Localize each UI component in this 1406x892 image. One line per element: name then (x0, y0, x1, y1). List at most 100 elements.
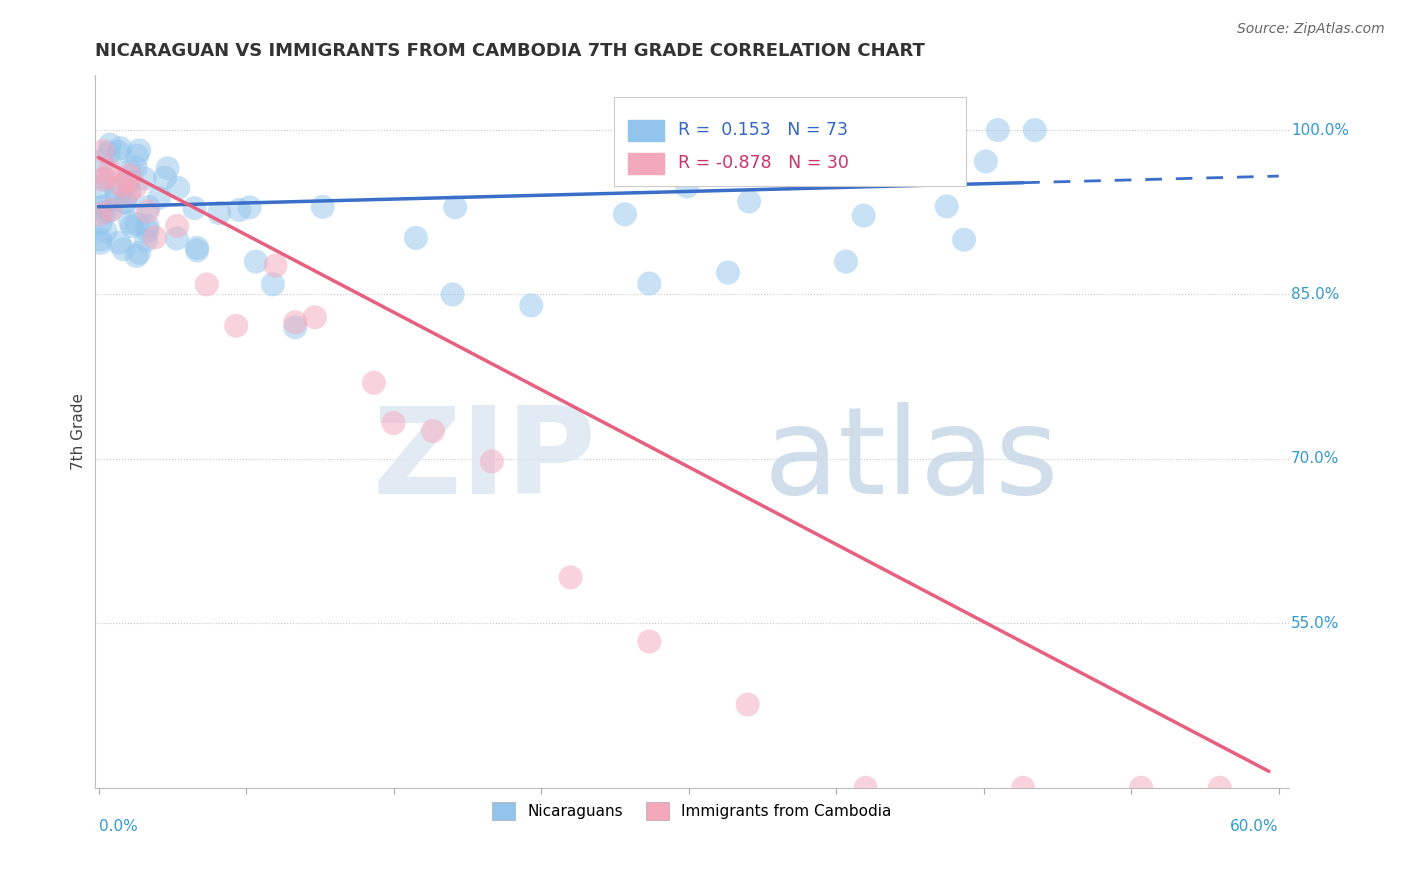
Point (852, 209, 875, 223)
Point (183, 201, 205, 215)
Point (676, 179, 699, 194)
Point (167, 181, 190, 195)
Point (1209, 780, 1232, 795)
Point (738, 194, 761, 209)
Point (737, 698, 759, 712)
Point (91, 145, 114, 159)
Point (89, 216, 111, 230)
Point (613, 207, 636, 221)
Point (987, 123, 1010, 137)
Point (100, 202, 122, 217)
Point (98, 137, 121, 152)
Point (143, 230, 166, 244)
Text: R = -0.878   N = 30: R = -0.878 N = 30 (679, 154, 849, 172)
Point (93, 199, 115, 213)
Point (225, 318, 247, 333)
Point (115, 175, 138, 189)
Point (148, 191, 170, 205)
FancyBboxPatch shape (614, 96, 966, 186)
Point (110, 141, 132, 155)
Point (186, 241, 208, 255)
Text: 0.0%: 0.0% (98, 819, 138, 833)
Point (166, 231, 188, 245)
Point (125, 217, 148, 231)
Point (89, 201, 111, 215)
Point (125, 161, 148, 175)
Point (718, 149, 741, 163)
Point (382, 416, 405, 430)
Text: 70.0%: 70.0% (1291, 451, 1340, 467)
Point (135, 233, 157, 247)
Point (441, 287, 464, 301)
Point (124, 180, 146, 194)
Point (974, 154, 997, 169)
Point (128, 245, 150, 260)
Point (284, 320, 307, 334)
Text: R =  0.153   N = 73: R = 0.153 N = 73 (679, 121, 848, 139)
Point (136, 204, 159, 219)
Point (114, 195, 136, 210)
Point (98, 162, 121, 177)
Point (208, 206, 231, 220)
Point (422, 424, 444, 438)
Point (284, 315, 307, 329)
Point (953, 233, 976, 247)
Point (107, 145, 129, 160)
Point (118, 175, 141, 189)
Text: 60.0%: 60.0% (1230, 819, 1279, 833)
Point (481, 454, 503, 468)
Point (444, 200, 467, 214)
Point (264, 259, 287, 273)
Point (89, 207, 111, 221)
Point (778, 171, 800, 186)
Point (136, 224, 159, 238)
Point (855, 780, 877, 795)
Point (112, 242, 135, 256)
Point (363, 376, 385, 390)
Point (1024, 123, 1046, 137)
Text: atlas: atlas (763, 401, 1059, 518)
Point (105, 190, 128, 204)
Point (186, 244, 208, 258)
Text: ZIP: ZIP (373, 401, 596, 518)
Point (117, 186, 139, 200)
Bar (628, 120, 664, 141)
Point (156, 161, 179, 176)
Point (121, 219, 143, 234)
Point (94, 172, 117, 186)
Text: NICARAGUAN VS IMMIGRANTS FROM CAMBODIA 7TH GRADE CORRELATION CHART: NICARAGUAN VS IMMIGRANTS FROM CAMBODIA 7… (94, 42, 925, 60)
Point (110, 178, 132, 193)
Point (90, 153, 112, 168)
Point (108, 235, 131, 250)
Point (560, 570, 582, 584)
Point (90, 180, 112, 194)
Point (125, 249, 148, 263)
Text: 55.0%: 55.0% (1291, 615, 1340, 631)
Point (104, 182, 127, 196)
Point (118, 186, 141, 200)
Point (118, 164, 141, 178)
Point (262, 277, 284, 292)
Point (114, 195, 136, 210)
Point (118, 168, 141, 182)
Point (228, 202, 250, 217)
Point (153, 170, 176, 185)
Point (717, 266, 740, 280)
Point (134, 171, 156, 186)
Point (127, 149, 149, 163)
Point (195, 277, 218, 292)
Point (89, 235, 111, 250)
Point (136, 219, 159, 233)
Point (89, 232, 111, 246)
Point (865, 127, 887, 141)
Y-axis label: 7th Grade: 7th Grade (72, 393, 86, 470)
Point (238, 200, 260, 214)
Point (96, 169, 118, 184)
Point (118, 215, 141, 229)
Point (638, 277, 661, 291)
Point (94, 224, 117, 238)
Point (405, 231, 427, 245)
Point (138, 200, 160, 214)
Text: 100.0%: 100.0% (1291, 122, 1348, 137)
Text: 85.0%: 85.0% (1291, 287, 1340, 302)
